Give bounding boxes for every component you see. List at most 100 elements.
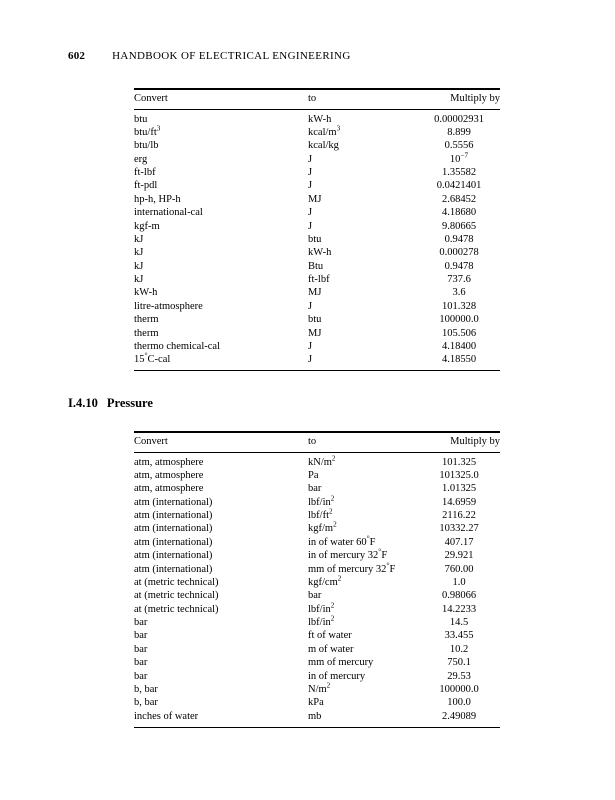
cell-convert: bar [134, 657, 148, 669]
cell-multiply-by: 9.80665 [441, 220, 477, 232]
cell-to: kN/m2 [308, 454, 336, 468]
cell-convert: btu/ft3 [134, 124, 161, 138]
table-row: atm (international) lbf/ft2 2116.22 [134, 507, 500, 523]
cell-to: MJ [308, 287, 322, 299]
cell-convert: hp-h, HP-h [134, 193, 181, 205]
table-row: btu kW-h 0.00002931 [134, 110, 500, 127]
cell-convert: inches of water [134, 710, 308, 728]
table-row: erg J 10−7 [134, 152, 500, 166]
cell-to: kcal/kg [308, 140, 339, 152]
cell-to: N/m2 [308, 681, 331, 695]
cell-convert: international-cal [134, 207, 203, 219]
cell-multiply-by: 101.325 [441, 456, 477, 468]
cell-multiply-by: 4.18680 [441, 207, 477, 219]
cell-to: in of mercury [308, 670, 366, 682]
table-row: thermo chemical-cal J 4.18400 [134, 340, 500, 353]
cell-to: MJ [308, 193, 322, 205]
cell-multiply-by: 4.18400 [441, 340, 477, 352]
cell-convert: b, bar [134, 697, 158, 709]
cell-multiply-by: 0.9478 [444, 233, 474, 245]
pressure-conversion-table: Convert to Multiply by atm, atmosphere kN… [134, 431, 500, 728]
cell-convert: thermo chemical-cal [134, 340, 220, 352]
cell-to: lbf/in2 [308, 601, 335, 615]
cell-convert: erg [134, 153, 148, 165]
column-header-to: to [308, 431, 418, 453]
table-header: Convert to Multiply by [134, 431, 500, 453]
cell-convert: kgf-m [134, 220, 160, 232]
cell-to: J [308, 300, 313, 312]
cell-to: btu [308, 233, 322, 245]
table-row: atm, atmosphere bar 1.01325 [134, 483, 500, 496]
cell-to: ft of water [308, 630, 352, 642]
cell-convert: ft-pdl [134, 180, 158, 192]
cell-multiply-by: 0.00002931 [434, 113, 484, 125]
cell-to: lbf/ft2 [308, 507, 333, 521]
section-title: Pressure [106, 396, 153, 410]
column-header-to: to [308, 88, 418, 110]
table-row: litre-atmosphere J 101.328 [134, 300, 500, 313]
table-row: bar lbf/in2 14.5 [134, 614, 500, 630]
cell-multiply-by: 101325.0 [439, 469, 479, 481]
table-row: 15°C-cal J 4.18550 [134, 351, 500, 372]
cell-multiply-by: 29.921 [444, 550, 474, 562]
cell-to: mb [308, 710, 418, 728]
cell-to: kcal/m3 [308, 124, 341, 138]
table-row: at (metric technical) lbf/in2 14.2233 [134, 601, 500, 616]
table-row: at (metric technical) kgf/cm2 1.0 [134, 575, 500, 589]
cell-multiply-by: 10332.27 [439, 523, 479, 535]
cell-convert: 15°C-cal [134, 351, 308, 372]
cell-to: J [308, 207, 313, 219]
cell-to: mm of mercury 32°F [308, 560, 396, 575]
cell-to: J [308, 180, 313, 192]
cell-convert: kJ [134, 247, 144, 259]
cell-multiply-by: 0.9478 [444, 260, 474, 272]
table-row: international-cal J 4.18680 [134, 207, 500, 220]
cell-to: mm of mercury [308, 657, 374, 669]
cell-to: in of mercury 32°F [308, 546, 388, 562]
energy-conversion-table-wrap: Convert to Multiply by btu kW-h 0.00002931… [134, 88, 500, 372]
table-row: ft-lbf J 1.35582 [134, 167, 500, 180]
cell-multiply-by: 33.455 [444, 630, 474, 642]
cell-multiply-by: 2.49089 [418, 710, 500, 728]
cell-multiply-by: 100.0 [447, 697, 471, 709]
cell-to: kW-h [308, 247, 332, 259]
cell-convert: ft-lbf [134, 167, 156, 178]
cell-to: Pa [308, 469, 319, 481]
cell-multiply-by: 14.6959 [441, 496, 477, 508]
cell-multiply-by: 100000.0 [439, 683, 479, 695]
table-row: bar ft of water 33.455 [134, 630, 500, 643]
table-row: atm, atmosphere Pa 101325.0 [134, 469, 500, 482]
table-row: atm (international) in of water 60°F 407.1… [134, 534, 500, 549]
cell-convert: atm (international) [134, 536, 213, 548]
table-row: kJ btu 0.9478 [134, 233, 500, 246]
cell-convert: at (metric technical) [134, 590, 219, 602]
running-head: 602 HANDBOOK OF ELECTRICAL ENGINEERING [68, 50, 351, 62]
table-row: therm btu 100000.0 [134, 314, 500, 327]
pressure-conversion-table-wrap: Convert to Multiply by atm, atmosphere kN… [134, 431, 500, 728]
cell-to: lbf/in2 [308, 614, 335, 628]
table-row: kgf-m J 9.80665 [134, 220, 500, 233]
cell-convert: btu [134, 113, 148, 125]
cell-to: J [308, 353, 418, 372]
table-row: therm MJ 105.506 [134, 327, 500, 340]
table-row: btu/lb kcal/kg 0.5556 [134, 140, 500, 153]
cell-multiply-by: 8.899 [447, 126, 471, 138]
cell-convert: atm, atmosphere [134, 483, 204, 495]
table-row: b, bar kPa 100.0 [134, 697, 500, 710]
cell-convert: btu/lb [134, 140, 159, 152]
table-row: btu/ft3 kcal/m3 8.899 [134, 124, 500, 139]
table-header-row: Convert to Multiply by [134, 88, 500, 110]
cell-multiply-by: 760.00 [444, 563, 474, 575]
table-row: kJ kW-h 0.000278 [134, 247, 500, 260]
cell-convert: bar [134, 617, 148, 628]
table-row: atm (international) mm of mercury 32°F 760… [134, 560, 500, 576]
cell-multiply-by: 0.98066 [441, 590, 477, 602]
cell-multiply-by: 14.2233 [441, 603, 477, 615]
cell-convert: atm (international) [134, 550, 213, 562]
cell-convert: b, bar [134, 683, 158, 695]
table-row: atm (international) in of mercury 32°F 29.… [134, 546, 500, 563]
cell-convert: bar [134, 670, 148, 682]
book-title: HANDBOOK OF ELECTRICAL ENGINEERING [112, 50, 351, 62]
cell-convert: atm (international) [134, 496, 213, 508]
cell-to: MJ [308, 327, 322, 339]
